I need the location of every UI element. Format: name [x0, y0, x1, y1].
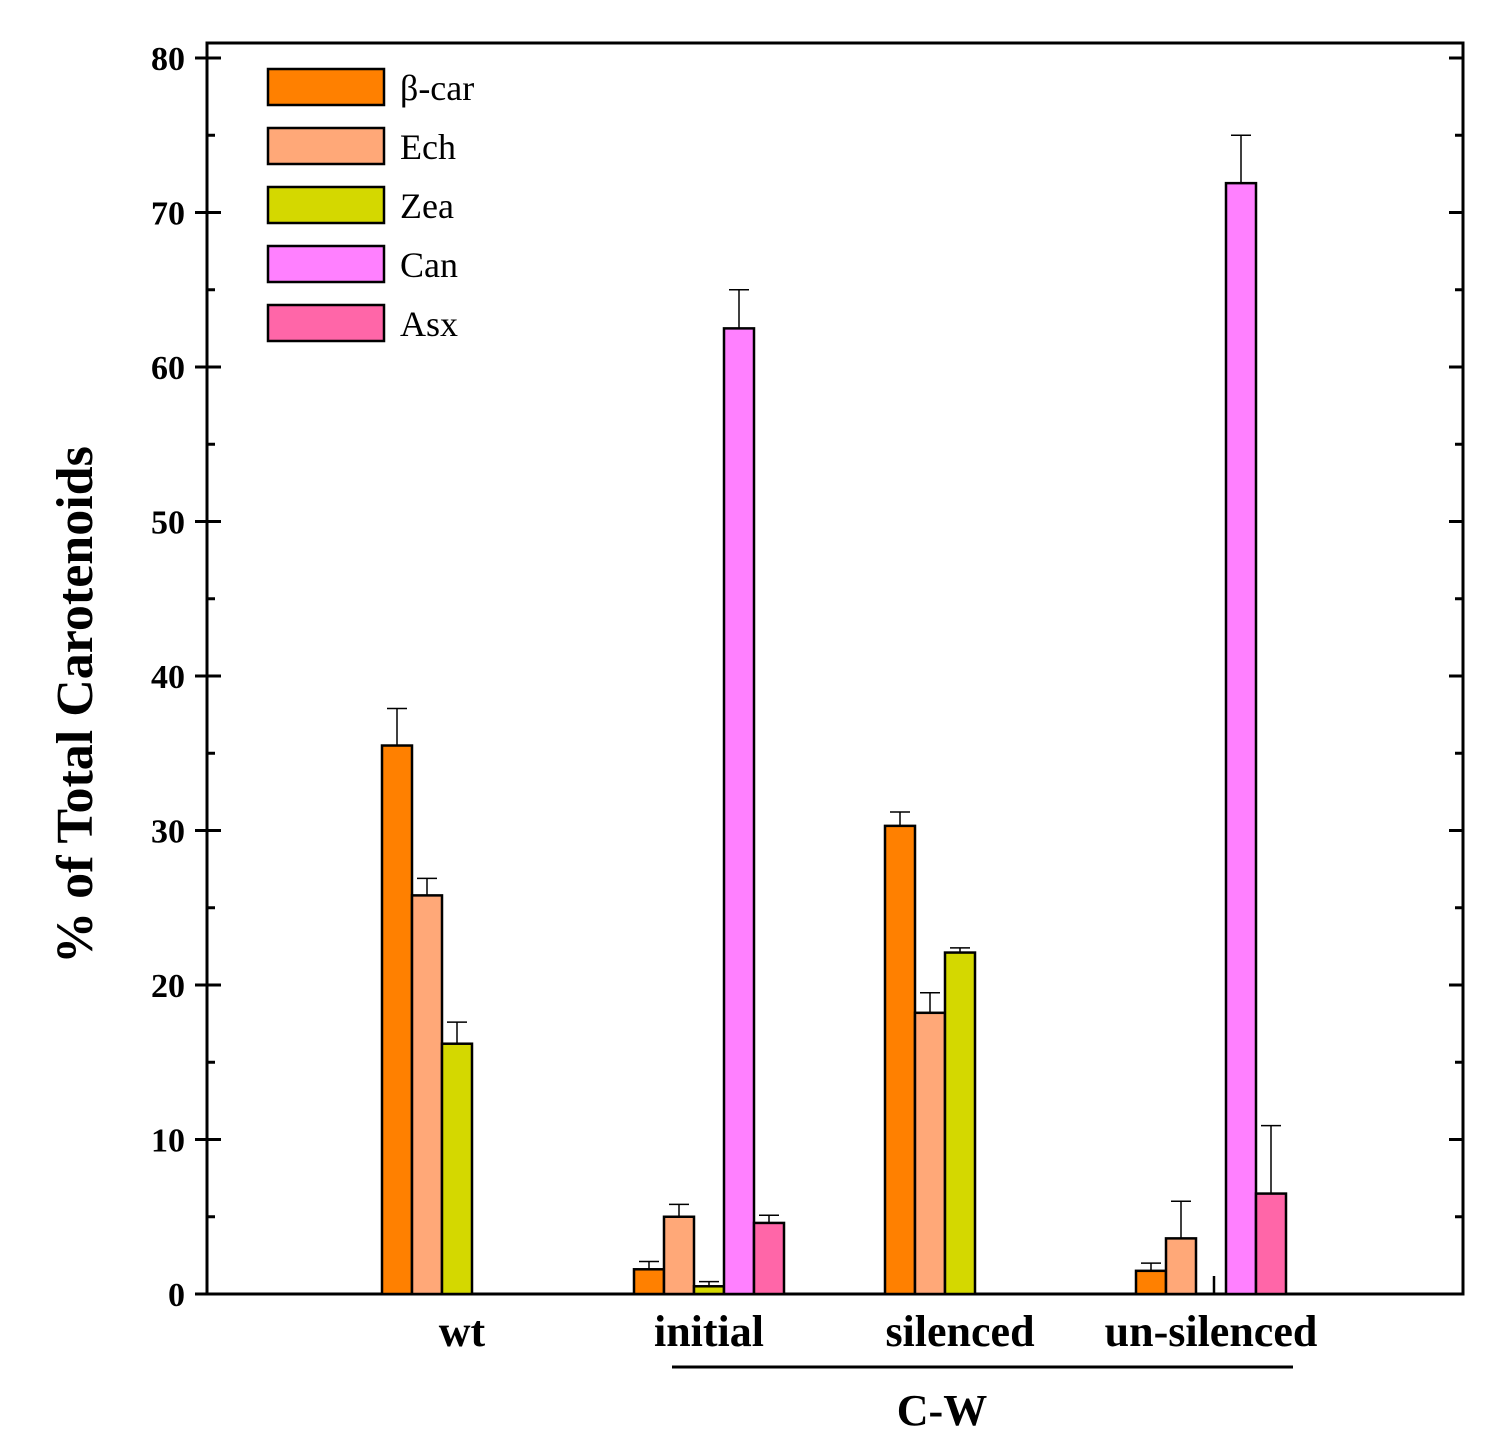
y-tick-label: 0 [168, 1277, 185, 1314]
plot-frame [205, 41, 1465, 1296]
y-tick-label: 50 [151, 505, 185, 542]
y-tick-label: 30 [151, 814, 185, 851]
legend-label: Ech [400, 127, 456, 167]
bar [752, 1221, 786, 1296]
y-tick-label: 60 [151, 350, 185, 387]
legend-swatch [266, 185, 386, 225]
bar [883, 824, 917, 1296]
bar [1164, 1237, 1198, 1296]
legend-swatch [266, 244, 386, 284]
group-label: C-W [897, 1386, 987, 1435]
error-bars-group [387, 134, 1281, 1287]
y-tick-label: 70 [151, 196, 185, 233]
x-category-label: wt [439, 1307, 486, 1356]
legend: β-car Ech Zea Can Asx [266, 67, 474, 344]
legend-label: β-car [400, 68, 474, 108]
bars-group [380, 181, 1288, 1296]
bar [410, 894, 444, 1296]
bar [943, 951, 977, 1296]
bar [1134, 1269, 1168, 1296]
legend-label: Zea [400, 186, 454, 226]
bar [692, 1285, 726, 1296]
bar [1254, 1192, 1288, 1296]
y-axis-label: % of Total Carotenoids [47, 446, 104, 964]
legend-label: Can [400, 245, 458, 285]
bar [380, 744, 414, 1296]
plot-axes: 0 10 20 30 40 50 60 70 80 [151, 41, 1465, 1314]
bar [722, 327, 756, 1296]
legend-swatch [266, 67, 386, 107]
x-category-label: un-silenced [1105, 1307, 1318, 1356]
bar [662, 1215, 696, 1296]
axis-labels: wt initial silenced un-silenced C-W % of Tota… [47, 446, 1317, 1435]
y-tick-label: 20 [151, 968, 185, 1005]
bar [440, 1042, 474, 1296]
legend-swatch [266, 303, 386, 343]
bar [913, 1011, 947, 1296]
y-tick-label: 40 [151, 659, 185, 696]
y-tick-label: 10 [151, 1123, 185, 1160]
legend-label: Asx [400, 304, 458, 344]
legend-swatch [266, 126, 386, 166]
x-category-label: silenced [885, 1307, 1034, 1356]
bar [632, 1268, 666, 1296]
x-category-label: initial [654, 1307, 764, 1356]
bar [1224, 181, 1258, 1296]
y-tick-label: 80 [151, 41, 185, 78]
